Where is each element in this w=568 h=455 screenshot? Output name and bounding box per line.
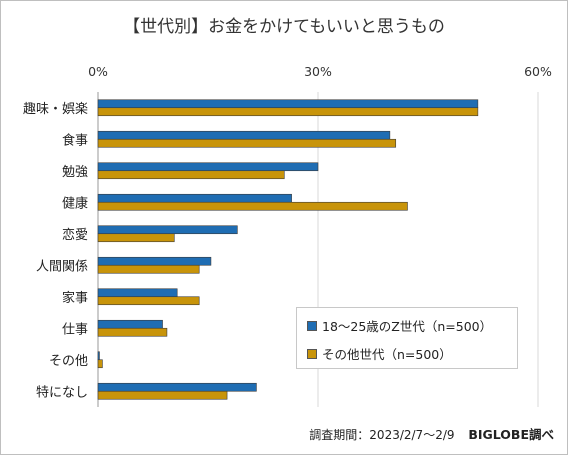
bar <box>97 319 163 329</box>
bar <box>97 382 257 392</box>
legend-swatch-gen-z <box>307 320 317 331</box>
chart-footer: 調査期間：2023/2/7～2/9 BIGLOBE調べ <box>309 424 554 443</box>
bar <box>97 351 100 361</box>
category-label: 恋愛 <box>62 227 88 243</box>
bar <box>97 390 228 400</box>
legend-label-gen-z: 18～25歳のZ世代（n=500） <box>322 319 493 334</box>
bar <box>97 138 397 148</box>
chart-legend: 18～25歳のZ世代（n=500） その他世代（n=500） <box>296 307 518 369</box>
x-tick-label: 60% <box>524 64 552 79</box>
bar <box>97 327 168 337</box>
survey-period: 調査期間：2023/2/7～2/9 <box>309 428 455 442</box>
chart-title: 【世代別】お金をかけてもいいと思うもの <box>123 17 445 37</box>
bar <box>97 233 175 243</box>
bar <box>97 193 292 203</box>
category-label: 健康 <box>62 195 88 211</box>
bar <box>97 288 178 298</box>
category-label: 特になし <box>36 385 88 400</box>
x-tick-label: 0% <box>88 64 108 79</box>
category-label: 勉強 <box>62 165 88 180</box>
bar <box>97 296 200 306</box>
bar <box>97 99 479 109</box>
category-label: 人間関係 <box>36 259 88 274</box>
source-brand: BIGLOBE調べ <box>468 427 554 442</box>
legend-item-gen-z: 18～25歳のZ世代（n=500） <box>307 316 492 335</box>
legend-swatch-other <box>307 348 317 359</box>
category-label: 家事 <box>62 290 88 306</box>
category-label: 趣味・娯楽 <box>23 101 88 117</box>
bar <box>97 130 391 140</box>
category-label: 食事 <box>62 132 88 148</box>
legend-label-other: その他世代（n=500） <box>322 347 452 362</box>
legend-item-other: その他世代（n=500） <box>307 344 452 363</box>
x-tick-label: 30% <box>304 64 332 79</box>
bar <box>97 225 238 235</box>
category-label: 仕事 <box>62 322 88 337</box>
bar <box>97 107 479 117</box>
bar <box>97 264 200 274</box>
category-label: その他 <box>49 354 88 369</box>
bar <box>97 256 212 266</box>
bar <box>97 359 103 369</box>
bar <box>97 162 319 172</box>
bar <box>97 170 285 180</box>
bar <box>97 201 408 211</box>
